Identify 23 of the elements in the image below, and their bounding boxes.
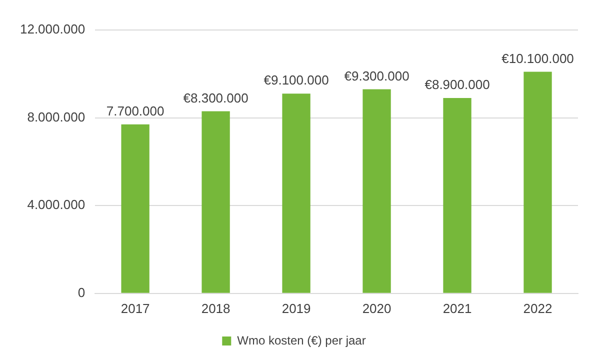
data-label: €9.100.000 [264,72,329,88]
data-label: 7.700.000 [106,103,164,118]
bar [524,72,552,293]
bar [443,98,472,293]
x-tick-label: 2019 [282,300,311,316]
y-tick-label: 12.000.000 [20,22,86,37]
data-label: €8.900.000 [424,77,490,92]
bar [121,124,150,293]
x-tick-label: 2022 [523,300,552,316]
data-label: €10.100.000 [502,50,574,66]
data-label: €9.300.000 [344,68,410,84]
x-tick-label: 2017 [120,300,150,316]
bar [282,94,310,293]
data-label: €8.300.000 [183,90,248,106]
y-tick-label: 8.000.000 [27,109,86,124]
x-tick-label: 2020 [362,300,392,316]
legend-label: Wmo kosten (€) per jaar [237,333,366,348]
x-tick-label: 2018 [201,300,230,316]
bar [362,89,391,293]
y-tick-label: 0 [78,284,86,300]
bar [202,111,230,293]
y-tick-label: 4.000.000 [27,197,86,212]
x-tick-label: 2021 [442,300,472,316]
